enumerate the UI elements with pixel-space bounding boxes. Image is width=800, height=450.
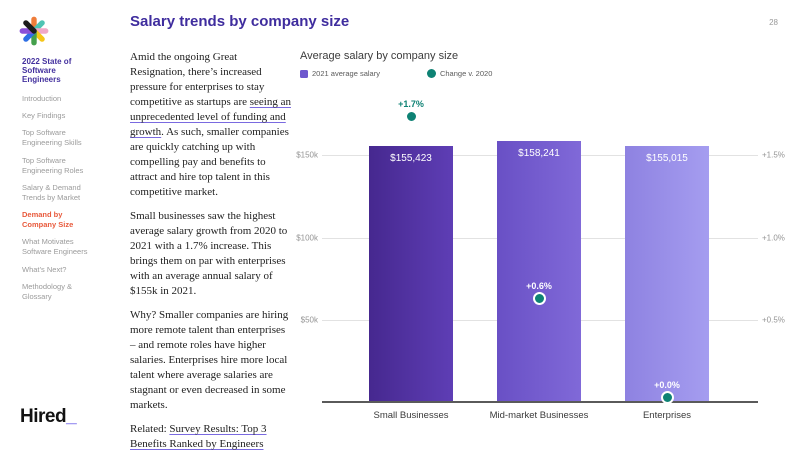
change-value-label: +0.0% <box>654 379 680 390</box>
dot-legend-swatch-icon <box>426 69 436 78</box>
sidebar-item-demand-by-company-size[interactable]: Demand by Company Size <box>22 210 74 230</box>
bar-mid-market-businesses: $158,241 <box>497 140 581 402</box>
change-marker-small-businesses: +1.7% <box>381 99 441 128</box>
page-number: 28 <box>769 18 778 27</box>
change-value-label: +1.7% <box>398 99 424 109</box>
sidebar-item-what-motivates-software-engineers[interactable]: What Motivates Software Engineers <box>22 237 88 257</box>
bar-value-label: $158,241 <box>518 147 560 159</box>
change-marker-mid-market-businesses: +0.6% <box>509 281 569 310</box>
category-label-small-businesses: Small Businesses <box>373 410 449 421</box>
legend-label-change: Change v. 2020 <box>439 69 493 78</box>
change-dot-icon <box>532 291 546 305</box>
hired-asterisk-logo <box>19 16 49 46</box>
paragraph-text: Small businesses saw the highest average… <box>130 210 288 297</box>
x-axis-line <box>322 401 758 403</box>
hired-wordmark-text: Hired <box>20 406 67 427</box>
change-dot-icon <box>660 390 674 404</box>
paragraph-text: Related: <box>130 423 170 435</box>
legend-label-salary: 2021 average salary <box>312 69 380 78</box>
sidebar-item-methodology-glossary[interactable]: Methodology & Glossary <box>22 281 73 301</box>
right-axis-tick: +0.5% <box>762 315 785 325</box>
left-axis-tick: $100k <box>296 233 318 242</box>
sidebar-item-key-findings[interactable]: Key Findings <box>22 111 66 121</box>
sidebar-item-whats-next[interactable]: What’s Next? <box>22 264 67 274</box>
bar-value-label: $155,423 <box>390 152 432 164</box>
sidebar-item-introduction[interactable]: Introduction <box>22 94 62 103</box>
paragraph-text: Why? Smaller companies are hiring more r… <box>130 309 289 411</box>
bar-small-businesses: $155,423 <box>369 145 453 402</box>
sidebar-item-top-software-engineering-skills[interactable]: Top Software Engineering Skills <box>22 128 82 148</box>
bar-value-label: $155,015 <box>646 153 688 165</box>
report-title: 2022 State of Software Engineers <box>22 57 72 84</box>
right-axis-tick: +1.5% <box>762 150 785 160</box>
left-axis-tick: $150k <box>296 150 318 160</box>
left-axis-tick: $50k <box>300 315 318 325</box>
change-value-label: +0.6% <box>526 280 552 291</box>
page-title: Salary trends by company size <box>130 13 350 30</box>
category-label-mid-market-businesses: Mid-market Businesses <box>489 410 589 421</box>
paragraph: Small businesses saw the highest average… <box>130 209 293 299</box>
chart-title: Average salary by company size <box>300 50 459 62</box>
category-label-enterprises: Enterprises <box>642 410 692 421</box>
hired-wordmark: Hired_ <box>20 406 77 428</box>
paragraph: Why? Smaller companies are hiring more r… <box>130 308 293 413</box>
sidebar: 2022 State of Software Engineers Introdu… <box>0 0 122 450</box>
right-axis-tick: +1.0% <box>762 233 785 242</box>
paragraph: Related: Survey Results: Top 3 Benefits … <box>130 422 293 450</box>
sidebar-nav: Introduction Key Findings Top Software E… <box>22 94 88 302</box>
article-text: Amid the ongoing Great Resignation, ther… <box>130 50 293 450</box>
change-dot-icon <box>404 110 418 123</box>
paragraph-text: . As such, smaller companies are quickly… <box>130 126 289 198</box>
chart-plot: $150k +1.5% $100k +1.0% $50k +0.5% $155,… <box>296 99 796 404</box>
paragraph: Amid the ongoing Great Resignation, ther… <box>130 50 293 200</box>
hired-wordmark-underscore: _ <box>66 406 77 427</box>
sidebar-item-top-software-engineering-roles[interactable]: Top Software Engineering Roles <box>22 155 84 175</box>
bar-enterprises: $155,015 <box>625 146 709 402</box>
change-marker-enterprises: +0.0% <box>637 380 697 409</box>
survey-results-link[interactable]: Survey Results: Top 3 Benefits Ranked by… <box>130 423 267 450</box>
salary-chart: Average salary by company size 2021 aver… <box>296 50 796 435</box>
bar-legend-swatch-icon <box>300 69 308 78</box>
paragraph-text: Amid the ongoing Great Resignation, ther… <box>130 51 265 108</box>
chart-legend: 2021 average salary Change v. 2020 <box>300 69 492 78</box>
funding-growth-link[interactable]: seeing an unprecedented level of funding… <box>130 96 291 138</box>
sidebar-item-salary-demand-trends-by-market[interactable]: Salary & Demand Trends by Market <box>22 182 81 202</box>
